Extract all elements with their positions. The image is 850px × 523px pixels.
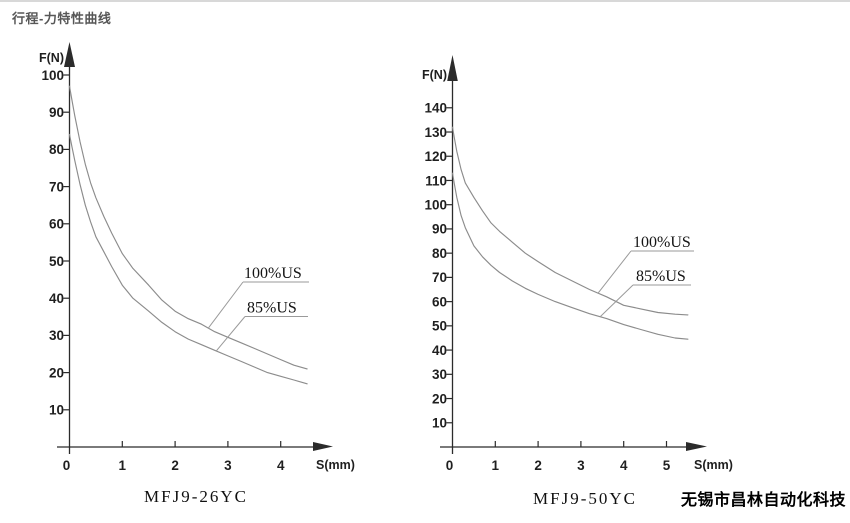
y-tick-label: 10 (49, 403, 64, 418)
x-axis-title: S(mm) (694, 458, 733, 472)
y-tick-label: 60 (432, 294, 447, 309)
curve-100pct-us (451, 126, 689, 316)
x-tick-label: 4 (620, 458, 628, 473)
series-label-100pct-us: 100%US (244, 265, 302, 282)
y-axis-arrow-icon (447, 55, 458, 81)
series-label-85pct-us: 85%US (247, 300, 297, 317)
y-tick-label: 110 (425, 173, 447, 188)
y-tick-label: 80 (49, 142, 64, 157)
x-tick-label: 1 (119, 458, 127, 473)
y-tick-label: 40 (432, 343, 447, 358)
curve-100pct-us (68, 85, 308, 370)
x-axis-arrow-icon (686, 442, 707, 451)
y-tick-label: 50 (49, 254, 64, 269)
label-leader-line (215, 316, 246, 352)
y-tick-label: 120 (424, 149, 447, 164)
y-tick-label: 20 (432, 391, 447, 406)
y-tick-label: 60 (49, 217, 64, 232)
x-tick-label: 4 (277, 458, 285, 473)
x-tick-label: 2 (171, 458, 179, 473)
x-tick-label: 3 (577, 458, 585, 473)
x-tick-label: 2 (534, 458, 542, 473)
y-tick-label: 70 (432, 270, 447, 285)
x-tick-label: 3 (224, 458, 232, 473)
y-tick-label: 40 (49, 291, 64, 306)
label-leader-line (207, 281, 244, 329)
y-tick-label: 140 (424, 101, 447, 116)
x-tick-label: 0 (446, 458, 454, 473)
x-tick-label: 0 (63, 458, 71, 473)
y-tick-label: 90 (432, 222, 447, 237)
series-label-85pct-us: 85%US (636, 268, 686, 285)
x-tick-label: 1 (492, 458, 500, 473)
page-title: 行程-力特性曲线 (12, 11, 112, 26)
y-tick-label: 100 (424, 198, 447, 213)
y-tick-label: 130 (424, 125, 447, 140)
x-axis-arrow-icon (313, 442, 333, 451)
curve-85pct-us (68, 133, 308, 385)
y-tick-label: 90 (49, 105, 64, 120)
y-tick-label: 20 (49, 365, 64, 380)
y-tick-label: 70 (49, 179, 64, 194)
y-tick-label: 10 (432, 416, 447, 431)
label-leader-line (599, 284, 634, 318)
y-axis-arrow-icon (64, 42, 75, 67)
watermark: 无锡市昌林自动化科技 (680, 492, 846, 509)
y-axis-title: F(N) (422, 68, 447, 82)
y-tick-label: 100 (41, 68, 64, 83)
chart-title-mfj9-26yc: MFJ9-26YC (144, 487, 248, 506)
series-label-100pct-us: 100%US (633, 234, 691, 251)
y-axis-title: F(N) (39, 51, 64, 65)
label-leader-line (597, 250, 632, 294)
x-tick-label: 5 (663, 458, 671, 473)
y-tick-label: 30 (49, 328, 64, 343)
curve-85pct-us (451, 172, 689, 340)
y-tick-label: 50 (432, 319, 447, 334)
y-tick-label: 80 (432, 246, 447, 261)
y-tick-label: 30 (432, 367, 447, 382)
x-axis-title: S(mm) (316, 458, 355, 472)
chart-title-mfj9-50yc: MFJ9-50YC (533, 489, 637, 508)
